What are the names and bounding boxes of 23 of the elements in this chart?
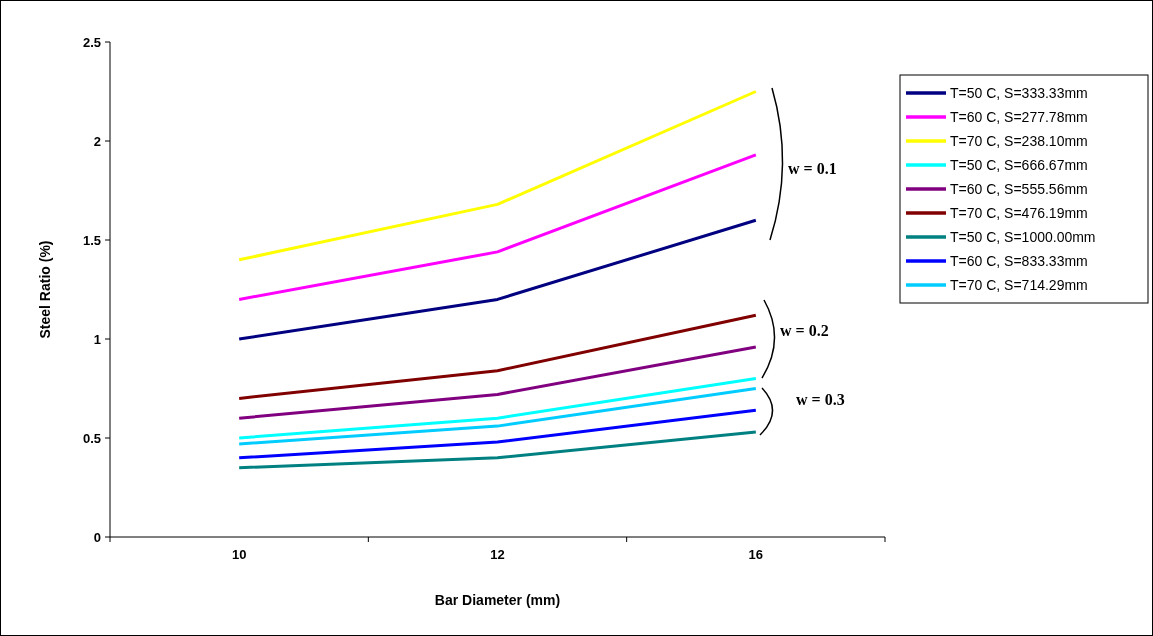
x-axis-title: Bar Diameter (mm) [434,592,561,608]
x-tick-label: 16 [748,547,764,562]
y-tick-label: 0 [93,529,101,545]
annotation: w = 0.1 [788,159,837,177]
legend-label: T=70 C, S=476.19mm [950,204,1088,221]
x-tick-label: 10 [231,547,247,562]
legend-label: T=60 C, S=277.78mm [950,108,1088,125]
y-tick-label: 2.5 [82,34,101,50]
legend-label: T=60 C, S=833.33mm [950,252,1088,269]
y-tick-label: 1.5 [82,232,101,248]
x-tick-label: 12 [490,547,505,562]
legend-label: T=50 C, S=333.33mm [950,84,1088,101]
annotation: w = 0.2 [780,321,829,339]
legend-label: T=70 C, S=238.10mm [950,132,1088,149]
y-tick-label: 1 [93,331,101,347]
legend-label: T=60 C, S=555.56mm [950,180,1088,197]
y-tick-label: 0.5 [82,430,101,446]
annotation: w = 0.3 [796,390,845,408]
y-tick-label: 2 [93,133,101,149]
legend-label: T=50 C, S=1000.00mm [950,228,1096,245]
legend-label: T=70 C, S=714.29mm [950,276,1088,293]
y-axis-title: Steel Ratio (%) [37,240,53,339]
legend-label: T=50 C, S=666.67mm [950,156,1088,173]
